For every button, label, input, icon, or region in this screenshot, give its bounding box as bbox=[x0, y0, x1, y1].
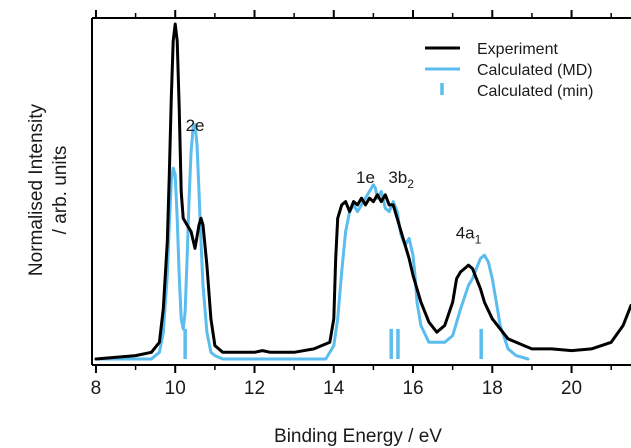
y-axis-title-line2: / arb. units bbox=[50, 146, 71, 235]
x-tick-label: 12 bbox=[244, 378, 265, 399]
plot-area bbox=[91, 17, 631, 366]
x-tick-label: 16 bbox=[402, 378, 423, 399]
x-tick-label: 10 bbox=[165, 378, 186, 399]
peak-annotations: 2e 1e 3b2 4a1 bbox=[186, 116, 482, 246]
legend-label: Experiment bbox=[477, 41, 558, 58]
peak-label: 4a1 bbox=[456, 223, 482, 246]
axis-ticks bbox=[94, 10, 612, 373]
x-tick-label: 18 bbox=[482, 378, 503, 399]
x-axis-title: Binding Energy / eV bbox=[274, 426, 442, 447]
peak-label: 3b2 bbox=[388, 168, 414, 191]
series-line-experiment bbox=[94, 22, 631, 361]
y-axis-title-line1: Normalised Intensity bbox=[26, 103, 47, 276]
legend: Experiment Calculated (MD) Calculated (min… bbox=[425, 41, 593, 100]
x-tick-labels: 8 10 12 14 16 18 20 bbox=[91, 378, 582, 399]
legend-label: Calculated (MD) bbox=[477, 62, 593, 79]
peak-label: 1e bbox=[356, 168, 375, 187]
x-tick-label: 8 bbox=[91, 378, 102, 399]
x-tick-label: 20 bbox=[561, 378, 582, 399]
x-tick-label: 14 bbox=[323, 378, 345, 399]
peak-label: 2e bbox=[186, 116, 205, 135]
legend-label: Calculated (min) bbox=[477, 83, 593, 100]
y-axis-title: Normalised Intensity / arb. units bbox=[26, 103, 71, 276]
